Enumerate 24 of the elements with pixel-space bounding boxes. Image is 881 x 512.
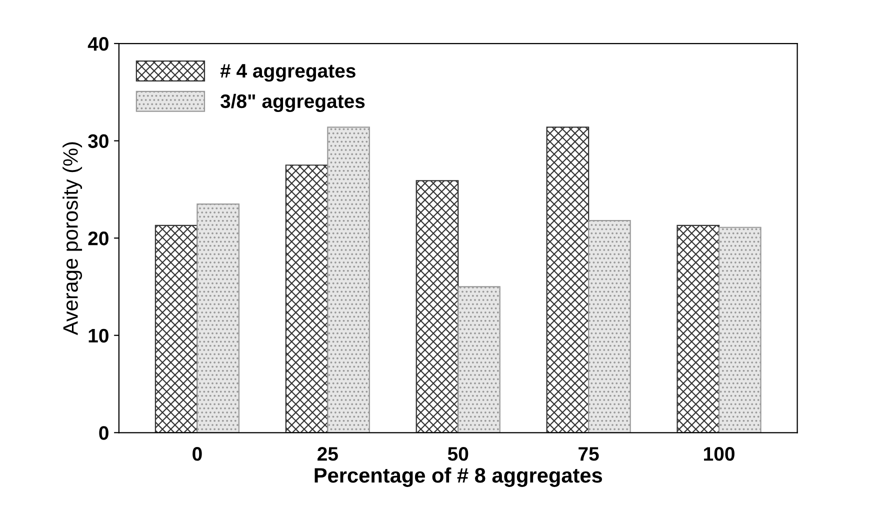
x-tick-label: 25: [318, 447, 338, 461]
bar: [676, 224, 720, 433]
y-tick-label: 0: [99, 426, 108, 440]
y-axis-title: Average porosity (%): [62, 142, 82, 336]
bar: [196, 203, 240, 433]
x-tick-label: 0: [192, 447, 202, 461]
bar: [154, 224, 198, 433]
bar: [458, 286, 500, 433]
y-tick-label: 20: [88, 232, 108, 246]
legend-label: 3/8" aggregates: [220, 94, 365, 112]
bar: [285, 164, 328, 433]
x-tick-label: 75: [578, 447, 599, 461]
bar: [718, 226, 762, 433]
bar: [588, 220, 631, 433]
y-tick-label: 10: [88, 328, 108, 343]
y-tick-label: 30: [88, 134, 108, 148]
bar: [416, 180, 459, 433]
x-axis-title: Percentage of # 8 aggregates: [314, 467, 602, 487]
bar: [327, 126, 370, 433]
x-tick-label: 100: [704, 447, 734, 461]
legend-label: # 4 aggregates: [220, 64, 356, 82]
bar: [546, 126, 590, 433]
y-tick-label: 40: [88, 36, 108, 51]
x-tick-label: 50: [448, 447, 468, 461]
